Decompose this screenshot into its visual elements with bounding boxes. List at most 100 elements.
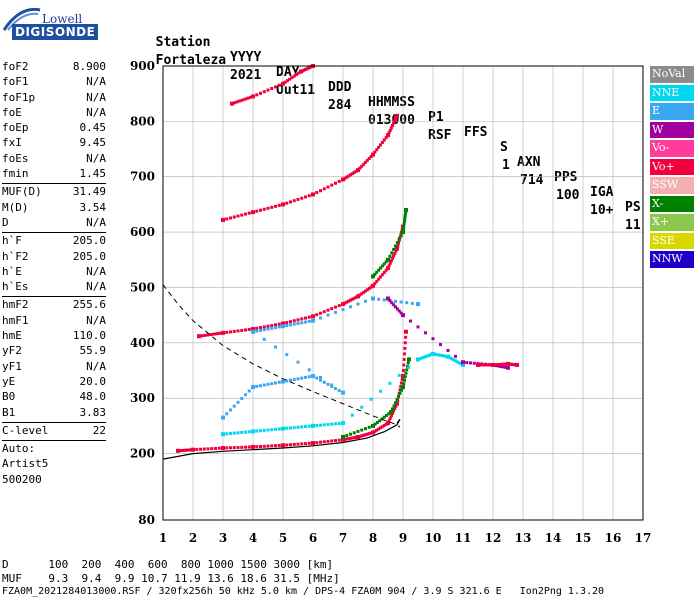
data-point	[403, 352, 406, 356]
data-point	[259, 326, 262, 330]
data-point	[367, 286, 371, 290]
x-tick-label: 5	[279, 531, 287, 545]
ionogram-chart: 1 2 3 4 5 6 7 8 9 10 11 12 13 14 15 16 17802003004005006…	[130, 59, 652, 545]
data-point	[262, 383, 266, 387]
param-row: 500200	[2, 473, 106, 488]
data-point	[352, 170, 356, 174]
data-point	[225, 217, 229, 221]
x-tick-label: 13	[515, 531, 532, 545]
data-point	[375, 270, 379, 274]
data-point	[485, 363, 489, 367]
data-point	[292, 319, 296, 323]
data-point	[311, 192, 315, 197]
x-tick-label: 17	[635, 531, 652, 545]
data-point	[392, 303, 396, 307]
data-point	[296, 321, 300, 325]
x-tick-label: 2	[189, 531, 197, 545]
data-point	[397, 373, 401, 377]
y-tick-label: 300	[130, 391, 155, 405]
data-point	[255, 429, 259, 433]
data-point	[290, 76, 294, 80]
y-tick-label: 700	[130, 170, 155, 184]
data-point	[515, 362, 519, 367]
data-point	[259, 429, 262, 433]
data-point	[364, 299, 367, 303]
data-point	[397, 394, 400, 398]
data-point	[397, 309, 401, 313]
param-name: foF2	[2, 60, 29, 73]
y-tick-label: 200	[130, 447, 155, 461]
data-point	[373, 429, 377, 433]
data-point	[330, 383, 334, 387]
data-point	[345, 300, 349, 304]
data-point	[377, 268, 381, 272]
digisonde-swoosh-logo	[2, 7, 41, 31]
data-point	[292, 442, 296, 446]
data-point	[390, 301, 394, 305]
data-point	[365, 432, 369, 436]
data-point	[221, 415, 225, 420]
data-point	[304, 442, 307, 446]
data-point	[285, 426, 289, 430]
x-tick-label: 1	[159, 531, 167, 545]
data-point	[405, 368, 409, 372]
data-point	[435, 353, 439, 357]
data-point	[452, 358, 456, 362]
data-point	[315, 191, 319, 195]
data-point	[319, 311, 322, 315]
data-point	[341, 308, 345, 312]
data-point	[345, 437, 349, 441]
data-point	[244, 393, 247, 397]
data-point	[210, 447, 214, 451]
data-point	[484, 363, 487, 367]
data-point	[300, 442, 304, 446]
data-point	[377, 145, 381, 149]
data-point	[454, 359, 457, 363]
data-point	[334, 439, 337, 443]
param-value: 1.45	[79, 167, 107, 181]
data-point	[506, 365, 510, 370]
y-tick-label: 80	[138, 513, 155, 527]
data-point	[191, 447, 195, 452]
param-row: MUF(D) 31.49	[2, 185, 106, 200]
param-name: MUF(D)	[2, 185, 42, 199]
data-point	[281, 321, 285, 326]
data-point	[390, 251, 394, 255]
data-point	[274, 345, 277, 349]
data-point	[311, 441, 315, 446]
header-value: 1	[502, 158, 510, 173]
data-point	[307, 375, 311, 379]
data-point	[371, 296, 375, 301]
plot-frame	[162, 65, 644, 521]
data-point	[416, 325, 420, 329]
data-point	[341, 437, 345, 442]
data-point	[209, 333, 213, 337]
data-point	[270, 428, 274, 432]
data-point	[307, 368, 311, 372]
data-point	[431, 351, 435, 356]
data-point	[350, 413, 354, 417]
data-point	[229, 330, 232, 334]
data-point	[326, 185, 330, 189]
param-row: h`F 205.0	[2, 234, 106, 249]
data-point	[377, 277, 381, 281]
data-point	[373, 282, 377, 286]
data-point	[392, 254, 396, 258]
data-point	[319, 378, 322, 382]
legend-entry: E	[650, 103, 694, 120]
data-point	[402, 357, 406, 361]
legend-entry: Vo-	[650, 140, 694, 157]
data-point	[232, 215, 236, 219]
data-point	[300, 321, 304, 325]
param-row: foF2 8.900	[2, 60, 106, 75]
data-point	[418, 357, 422, 361]
data-point	[304, 316, 307, 320]
distance-row-values: 100 200 400 600 800 1000 1500 3000 [km]	[48, 558, 334, 571]
data-point	[375, 279, 379, 283]
data-point	[393, 252, 397, 256]
data-point	[262, 428, 266, 432]
data-point	[356, 429, 360, 433]
data-point	[347, 437, 351, 441]
data-point	[274, 323, 277, 327]
data-point	[341, 177, 345, 182]
